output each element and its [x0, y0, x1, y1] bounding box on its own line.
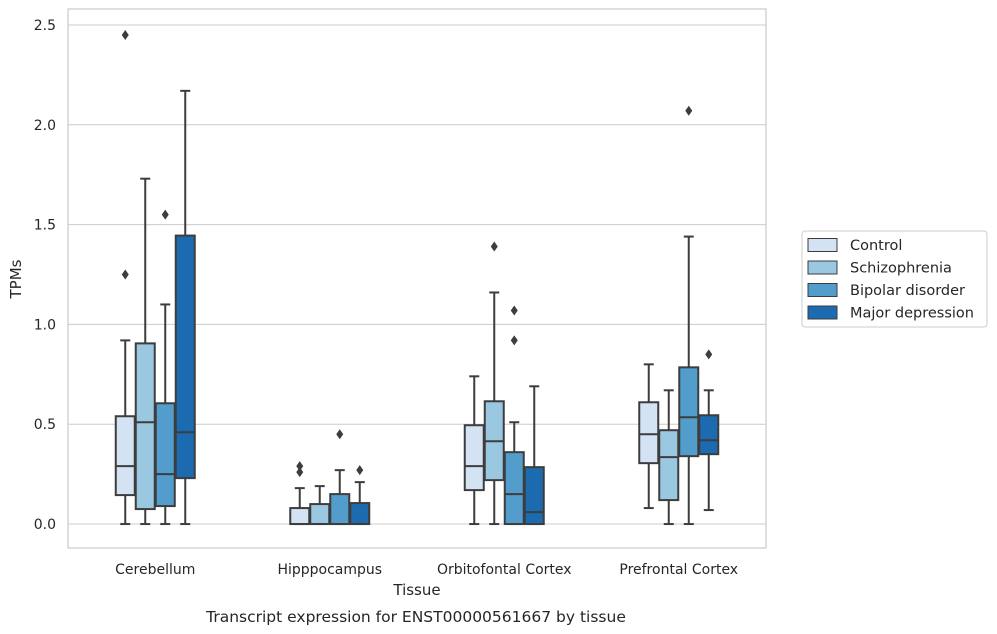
legend-swatch — [807, 238, 838, 252]
y-axis-title: TPMs — [7, 259, 25, 299]
y-tick-label: 2.0 — [34, 118, 56, 134]
legend-swatch — [807, 260, 838, 275]
box-iqr — [134, 342, 156, 511]
box-bipolar-disorder — [154, 209, 176, 526]
outlier-point — [296, 467, 304, 478]
legend-frame — [801, 230, 988, 328]
box-bipolar-disorder — [329, 429, 351, 526]
box-iqr — [638, 401, 660, 465]
y-tick-label: 1.5 — [34, 218, 56, 234]
box-bipolar-disorder — [503, 305, 525, 526]
x-tick-labels: Cerebellum Hipppocampus Orbitofontal Corte… — [115, 562, 738, 578]
outlier-point — [121, 269, 129, 280]
boxes — [114, 29, 720, 526]
y-tick-labels: 0.0 0.5 1.0 1.5 2.0 2.5 — [34, 18, 56, 533]
outlier-point — [510, 305, 518, 316]
legend-label: Major depression — [850, 306, 974, 322]
y-tick-label: 0.0 — [34, 517, 56, 533]
box-iqr — [309, 503, 331, 526]
box-iqr — [523, 466, 545, 526]
box-control — [289, 461, 311, 526]
legend-swatch — [807, 305, 838, 320]
box-iqr — [678, 366, 700, 458]
figure-caption: Transcript expression for ENST0000056166… — [205, 608, 626, 626]
x-tick-label: Orbitofontal Cortex — [437, 562, 572, 578]
box-iqr — [349, 502, 371, 526]
outlier-point — [685, 105, 693, 116]
box-schizophrenia — [483, 241, 505, 526]
box-iqr — [289, 507, 311, 526]
x-axis-title: Tissue — [392, 581, 440, 599]
box-control — [463, 375, 485, 526]
legend-label: Schizophrenia — [850, 261, 952, 277]
x-tick-label: Prefrontal Cortex — [619, 562, 738, 578]
outlier-point — [356, 465, 364, 476]
box-schizophrenia — [309, 485, 331, 526]
box-iqr — [463, 424, 485, 492]
legend-swatch — [807, 283, 838, 297]
box-iqr — [114, 415, 136, 497]
box-major-depression — [174, 89, 196, 526]
outlier-point — [121, 29, 129, 40]
box-bipolar-disorder — [678, 105, 700, 526]
y-tick-label: 0.5 — [34, 417, 56, 433]
box-major-depression — [349, 465, 371, 526]
box-major-depression — [698, 349, 720, 512]
outlier-point — [510, 335, 518, 346]
box-iqr — [174, 234, 196, 480]
x-tick-label: Cerebellum — [115, 562, 195, 578]
box-iqr — [698, 414, 720, 456]
box-iqr — [658, 429, 680, 502]
box-control — [114, 29, 136, 526]
outlier-point — [490, 241, 498, 252]
box-major-depression — [523, 385, 545, 526]
box-schizophrenia — [134, 177, 156, 526]
box-control — [638, 363, 660, 510]
box-iqr — [503, 451, 525, 526]
box-iqr — [329, 493, 351, 526]
outlier-point — [296, 461, 304, 472]
y-tick-label: 1.0 — [34, 317, 56, 333]
outlier-point — [705, 349, 713, 360]
outlier-point — [336, 429, 344, 440]
box-schizophrenia — [658, 389, 680, 526]
legend-label: Bipolar disorder — [850, 283, 965, 299]
y-tick-label: 2.5 — [34, 18, 56, 34]
x-tick-label: Hipppocampus — [277, 562, 382, 578]
outlier-point — [161, 209, 169, 220]
legend: Control Schizophrenia Bipolar disorder Majo… — [801, 230, 988, 328]
plot-area-frame — [67, 8, 767, 549]
legend-label: Control — [850, 238, 902, 254]
box-iqr — [154, 402, 176, 508]
